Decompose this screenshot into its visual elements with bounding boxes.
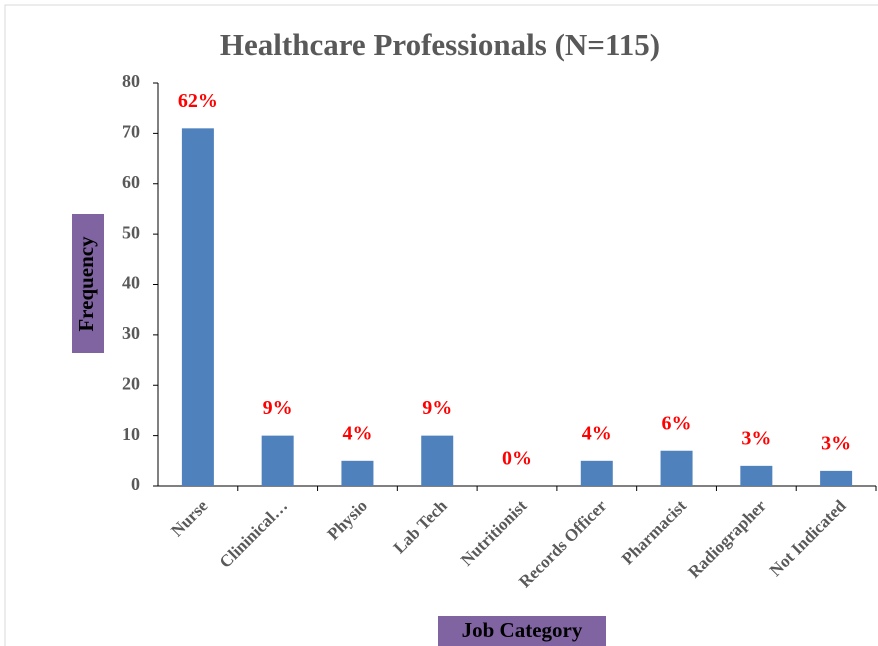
value-label: 6% <box>662 412 692 434</box>
x-tick-label: Pharmacist <box>618 496 690 568</box>
y-tick-label: 30 <box>122 323 140 343</box>
y-tick-label: 80 <box>122 71 140 91</box>
y-axis-label: Frequency <box>74 236 98 332</box>
y-tick-label: 50 <box>122 222 140 242</box>
bar <box>341 460 374 486</box>
value-label: 3% <box>741 427 771 449</box>
bar <box>820 470 853 486</box>
value-label: 0% <box>502 448 532 470</box>
y-tick-label: 70 <box>122 122 140 142</box>
y-tick-label: 0 <box>131 474 140 494</box>
bar <box>181 128 214 486</box>
y-tick-label: 40 <box>122 273 140 293</box>
chart-border <box>4 4 878 646</box>
value-label: 9% <box>422 397 452 419</box>
x-tick-label: Nutritionist <box>457 496 531 570</box>
x-tick-label: Radiographer <box>684 496 770 582</box>
value-label: 62% <box>178 90 218 112</box>
x-tick-label: Nurse <box>167 496 211 540</box>
x-axis-label: Job Category <box>462 618 583 642</box>
chart-title: Healthcare Professionals (N=115) <box>220 27 660 62</box>
x-tick-label: Lab Tech <box>390 496 452 558</box>
value-label: 4% <box>582 422 612 444</box>
y-tick-label: 10 <box>122 424 140 444</box>
y-tick-label: 60 <box>122 172 140 192</box>
bar <box>580 460 613 486</box>
value-label: 4% <box>342 422 372 444</box>
y-label-box <box>72 214 104 353</box>
y-tick-label: 20 <box>122 373 140 393</box>
x-label-box <box>438 616 606 646</box>
x-tick-label: Physio <box>324 496 372 544</box>
value-label: 3% <box>821 432 851 454</box>
bar <box>740 465 773 486</box>
x-tick-label: Clininical… <box>216 496 292 572</box>
value-label: 9% <box>263 397 293 419</box>
x-tick-label: Not Indicated <box>766 496 850 580</box>
bar <box>421 435 454 486</box>
bar <box>660 450 693 486</box>
bar <box>261 435 294 486</box>
